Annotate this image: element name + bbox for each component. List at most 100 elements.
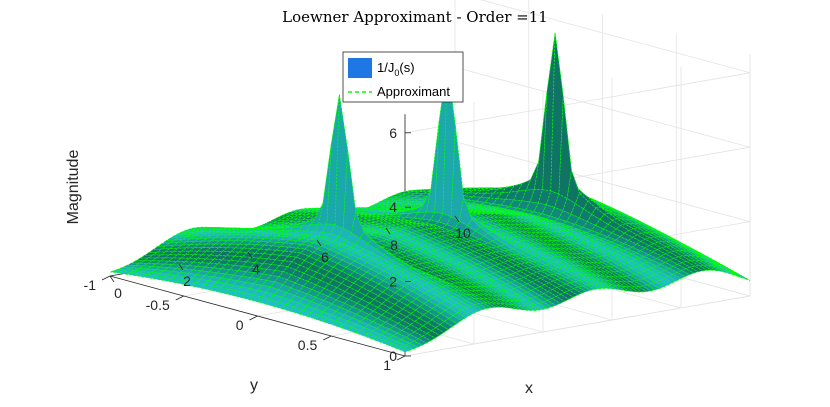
surface-cell (182, 231, 196, 236)
surface-cell (340, 291, 354, 300)
surface-cell (454, 233, 468, 238)
surface-cell (174, 232, 188, 236)
surface-cell (395, 346, 411, 353)
surface-cell (146, 271, 161, 277)
surface-cell (574, 192, 589, 210)
surface-cell (541, 220, 554, 225)
surface-cell (393, 216, 406, 220)
surface-cell (445, 285, 459, 291)
surface-cell (450, 285, 463, 291)
surface-cell (460, 187, 474, 190)
surface-cell (483, 226, 499, 231)
surface-cell (467, 214, 483, 220)
x-tick (316, 239, 322, 247)
surface-cell (387, 228, 400, 232)
surface-cell (536, 259, 551, 266)
surface-cell (398, 194, 412, 198)
surface-cell (437, 274, 453, 280)
surface-cell (402, 192, 416, 196)
surface-cell (575, 248, 591, 254)
surface-cell (462, 236, 476, 242)
surface-cell (397, 198, 411, 202)
y-tick-label: 0.5 (298, 337, 318, 353)
surface-cell (525, 213, 538, 217)
surface-cell (374, 232, 388, 236)
surface-cell (548, 268, 564, 274)
surface-cell (523, 220, 537, 226)
surface-cell (199, 228, 213, 231)
surface-cell (440, 234, 456, 241)
surface-cell (532, 248, 548, 254)
surface-cell (513, 231, 527, 237)
surface-cell (569, 223, 584, 230)
surface-cell (268, 233, 282, 237)
surface-cell (558, 256, 572, 262)
surface-cell (384, 249, 400, 255)
surface-cell (526, 235, 540, 241)
surface-cell (471, 290, 485, 296)
surface-cell (381, 288, 396, 297)
surface-cell (540, 264, 555, 270)
surface-cell (502, 254, 518, 261)
surface-cell (385, 200, 399, 204)
surface-cell (423, 233, 439, 239)
surface-cell (533, 243, 548, 249)
surface-cell (380, 239, 396, 245)
surface-cell (547, 231, 563, 237)
surface-cell (539, 232, 553, 237)
surface-cell (583, 200, 597, 215)
surface-cell (446, 269, 462, 275)
surface-cell (483, 220, 499, 226)
surface-cell (532, 224, 545, 229)
surface-cell (489, 216, 503, 222)
x-tick (454, 215, 460, 223)
surface-cell (564, 234, 580, 240)
surface-cell (377, 200, 391, 204)
surface-cell (308, 252, 322, 261)
surface-cell (170, 234, 184, 239)
surface-cell (415, 295, 429, 305)
surface-cell (622, 248, 638, 255)
surface-cell (526, 231, 540, 237)
surface-cell (142, 263, 158, 267)
surface-cell (472, 188, 486, 191)
surface-cell (530, 235, 544, 241)
surface-cell (534, 239, 548, 245)
surface-cell (518, 227, 532, 233)
surface-cell (425, 224, 439, 229)
surface-cell (457, 237, 473, 242)
surface-cell (324, 259, 339, 268)
surface-cell (446, 263, 462, 270)
surface-cell (528, 248, 544, 255)
surface-cell (527, 224, 541, 229)
surface-cell (328, 267, 343, 276)
surface-cell (409, 259, 424, 265)
surface-cell (365, 291, 379, 300)
surface-cell (262, 268, 276, 276)
surface-cell (453, 282, 468, 288)
legend-approximant-label: Approximant (377, 84, 450, 99)
surface-cell (343, 310, 358, 319)
surface-cell (550, 251, 564, 258)
surface-cell (618, 243, 634, 250)
surface-cell (492, 224, 508, 230)
chart-title: Loewner Approximant - Order =11 (282, 8, 548, 26)
surface-cell (504, 237, 519, 243)
surface-cell (463, 286, 476, 292)
surface-cell (423, 300, 438, 310)
surface-cell (263, 235, 279, 240)
legend: 1/J0(s) Approximant (342, 51, 464, 103)
surface-cell (510, 224, 524, 229)
surface-cell (343, 298, 358, 308)
surface-cell (499, 212, 512, 215)
surface-cell (511, 217, 525, 222)
surface-cell (373, 211, 387, 214)
surface-cell (134, 262, 150, 267)
surface-cell (373, 214, 386, 217)
surface-cell (555, 244, 569, 250)
surface-cell (462, 277, 478, 283)
surface-cell (277, 218, 291, 222)
surface-cell (464, 188, 478, 191)
surface-cell (277, 226, 291, 229)
surface-cell (491, 302, 505, 308)
